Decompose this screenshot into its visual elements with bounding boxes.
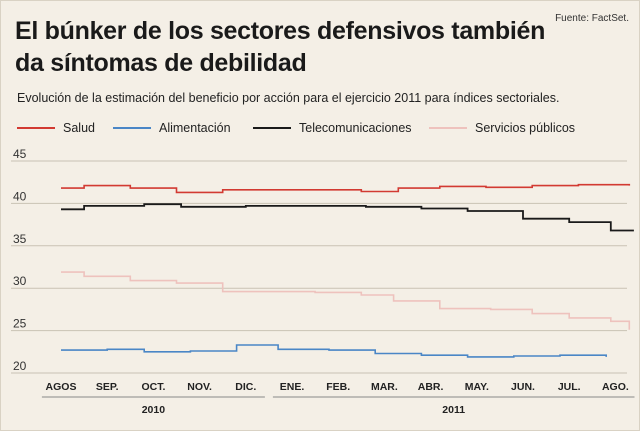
x-tick-label: FEB. (326, 381, 350, 393)
legend-swatch-servicios (429, 127, 467, 129)
x-tick-label: AGOS (46, 381, 77, 393)
x-tick-label: SEP. (96, 381, 119, 393)
x-tick-label: MAR. (371, 381, 398, 393)
x-tick-label: ENE. (280, 381, 305, 393)
y-tick-label: 25 (13, 317, 27, 331)
y-tick-label: 20 (13, 359, 27, 373)
series-line-salud (61, 183, 631, 194)
legend-swatch-salud (17, 127, 55, 129)
legend-item-alimentacion: Alimentación (113, 121, 231, 135)
title-line-1: El búnker de los sectores defensivos tam… (15, 17, 546, 45)
x-tick-label: JUL. (558, 381, 581, 393)
source-note: Fuente: FactSet. (555, 13, 629, 24)
x-tick-label: JUN. (511, 381, 535, 393)
x-tick-label: ABR. (418, 381, 444, 393)
title-line-2: da síntomas de debilidad (15, 49, 307, 77)
series-line-telecomunicaciones (61, 203, 634, 232)
legend-swatch-alimentacion (113, 127, 151, 129)
x-tick-label: AGO. (602, 381, 629, 393)
series-line-alimentacion (61, 344, 607, 358)
y-tick-label: 40 (13, 189, 27, 203)
x-tick-label: NOV. (187, 381, 212, 393)
legend-item-telecomunicaciones: Telecomunicaciones (253, 121, 412, 135)
chart-title: El búnker de los sectores defensivos tam… (15, 15, 575, 79)
year-label: 2010 (142, 404, 166, 416)
legend-label-alimentacion: Alimentación (159, 121, 231, 135)
y-tick-label: 45 (13, 147, 27, 161)
legend-label-telecomunicaciones: Telecomunicaciones (299, 121, 412, 135)
legend-item-salud: Salud (17, 121, 95, 135)
series-line-servicios (61, 271, 631, 330)
legend-label-salud: Salud (63, 121, 95, 135)
legend-label-servicios: Servicios públicos (475, 121, 576, 135)
x-tick-label: DIC. (235, 381, 256, 393)
y-tick-label: 35 (13, 232, 27, 246)
x-tick-label: OCT. (141, 381, 165, 393)
y-tick-label: 30 (13, 274, 27, 288)
legend-item-servicios: Servicios públicos (429, 121, 575, 135)
chart-subtitle: Evolución de la estimación del beneficio… (17, 91, 560, 105)
x-tick-label: MAY. (465, 381, 489, 393)
legend: Salud Alimentación Telecomunicaciones Se… (17, 121, 627, 141)
legend-swatch-telecomunicaciones (253, 127, 291, 129)
year-label: 2011 (442, 404, 465, 416)
